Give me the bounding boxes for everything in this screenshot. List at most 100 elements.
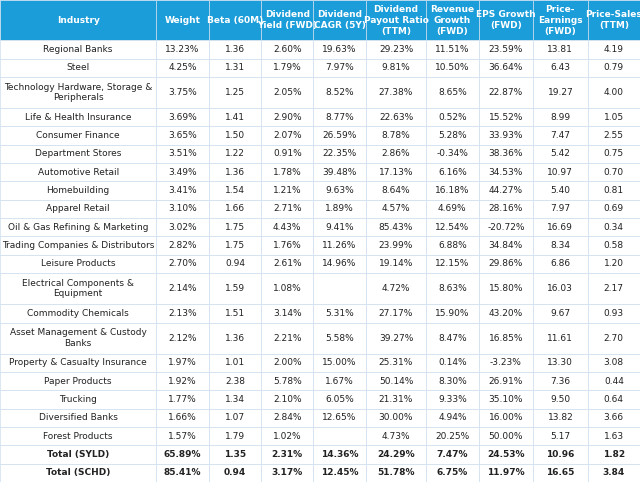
Text: 1.07: 1.07	[225, 414, 245, 422]
Bar	[0, 409, 156, 427]
Bar	[209, 108, 261, 126]
Text: Price-Sales
(TTM): Price-Sales (TTM)	[586, 10, 640, 30]
Bar	[0, 372, 156, 390]
Bar	[209, 464, 261, 482]
Bar	[0, 218, 156, 236]
Text: 13.81: 13.81	[547, 45, 573, 54]
Bar	[479, 255, 533, 273]
Bar	[209, 427, 261, 445]
Bar	[479, 108, 533, 126]
Bar	[533, 40, 588, 59]
Bar	[261, 322, 314, 354]
Bar	[209, 200, 261, 218]
Text: 1.89%: 1.89%	[325, 204, 354, 214]
Text: 3.69%: 3.69%	[168, 113, 197, 122]
Text: 65.89%: 65.89%	[164, 450, 202, 459]
Text: 3.65%: 3.65%	[168, 131, 197, 140]
Bar	[209, 181, 261, 200]
Text: 35.10%: 35.10%	[488, 395, 523, 404]
Bar	[588, 77, 640, 108]
Bar	[426, 445, 479, 464]
Bar	[588, 255, 640, 273]
Bar	[0, 108, 156, 126]
Bar	[209, 163, 261, 181]
Text: 23.99%: 23.99%	[379, 241, 413, 250]
Text: 2.14%: 2.14%	[168, 284, 196, 293]
Text: 7.97%: 7.97%	[325, 63, 354, 72]
Text: Regional Banks: Regional Banks	[44, 45, 113, 54]
Text: 0.75: 0.75	[604, 149, 624, 159]
Text: 1.76%: 1.76%	[273, 241, 301, 250]
Bar	[261, 163, 314, 181]
Bar	[314, 409, 366, 427]
Bar	[426, 218, 479, 236]
Bar	[588, 200, 640, 218]
Text: 2.31%: 2.31%	[272, 450, 303, 459]
Bar	[314, 390, 366, 409]
Bar	[314, 126, 366, 145]
Bar	[533, 390, 588, 409]
Bar	[209, 445, 261, 464]
Bar	[156, 390, 209, 409]
Bar	[533, 181, 588, 200]
Text: 36.64%: 36.64%	[488, 63, 523, 72]
Bar	[314, 0, 366, 40]
Bar	[366, 427, 426, 445]
Bar	[261, 445, 314, 464]
Bar	[426, 163, 479, 181]
Text: Homebuilding: Homebuilding	[47, 186, 110, 195]
Text: 4.19: 4.19	[604, 45, 624, 54]
Text: 6.75%: 6.75%	[436, 469, 468, 477]
Bar	[479, 181, 533, 200]
Text: 27.17%: 27.17%	[379, 309, 413, 318]
Bar	[314, 372, 366, 390]
Bar	[533, 200, 588, 218]
Text: 11.26%: 11.26%	[323, 241, 357, 250]
Text: 1.01: 1.01	[225, 359, 245, 367]
Bar	[314, 273, 366, 304]
Bar	[0, 304, 156, 322]
Text: 2.07%: 2.07%	[273, 131, 301, 140]
Bar	[314, 181, 366, 200]
Bar	[588, 390, 640, 409]
Text: 12.15%: 12.15%	[435, 259, 470, 268]
Bar	[426, 273, 479, 304]
Bar	[156, 181, 209, 200]
Bar	[314, 59, 366, 77]
Bar	[209, 322, 261, 354]
Bar	[533, 304, 588, 322]
Text: 5.28%: 5.28%	[438, 131, 467, 140]
Bar	[588, 59, 640, 77]
Bar	[0, 77, 156, 108]
Bar	[366, 0, 426, 40]
Text: 0.44: 0.44	[604, 377, 624, 386]
Bar	[156, 427, 209, 445]
Bar	[209, 390, 261, 409]
Text: EPS Growth
(FWD): EPS Growth (FWD)	[476, 10, 536, 30]
Text: 16.00%: 16.00%	[488, 414, 523, 422]
Text: 5.17: 5.17	[550, 432, 570, 441]
Bar	[479, 273, 533, 304]
Bar	[426, 200, 479, 218]
Text: 22.87%: 22.87%	[489, 88, 523, 97]
Text: 1.78%: 1.78%	[273, 168, 301, 177]
Text: 8.77%: 8.77%	[325, 113, 354, 122]
Text: 8.34: 8.34	[550, 241, 570, 250]
Text: 2.38: 2.38	[225, 377, 245, 386]
Text: 3.10%: 3.10%	[168, 204, 197, 214]
Text: 23.59%: 23.59%	[488, 45, 523, 54]
Bar	[533, 255, 588, 273]
Bar	[533, 464, 588, 482]
Bar	[479, 464, 533, 482]
Bar	[426, 427, 479, 445]
Text: 0.94: 0.94	[225, 259, 245, 268]
Bar	[261, 236, 314, 255]
Bar	[366, 390, 426, 409]
Text: 0.34: 0.34	[604, 223, 624, 232]
Text: 8.64%: 8.64%	[381, 186, 410, 195]
Bar	[366, 273, 426, 304]
Text: 1.79%: 1.79%	[273, 63, 301, 72]
Text: Price-
Earnings
(FWD): Price- Earnings (FWD)	[538, 4, 582, 36]
Text: 1.66: 1.66	[225, 204, 245, 214]
Bar	[261, 427, 314, 445]
